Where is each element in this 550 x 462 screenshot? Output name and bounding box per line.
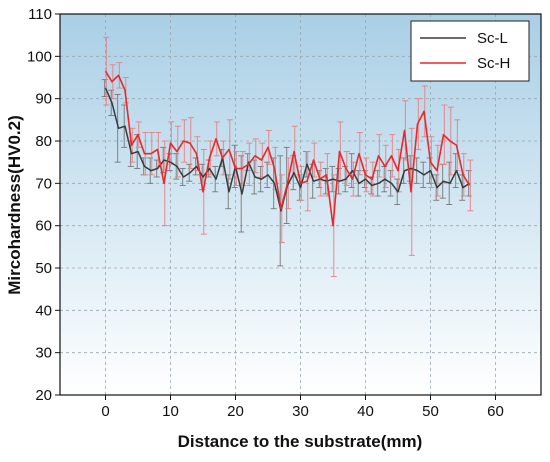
- ticks: [55, 13, 496, 400]
- legend-label-sc-h: Sc-H: [477, 55, 510, 72]
- y-tick-label: 40: [35, 302, 52, 319]
- tick-labels: 0 10 20 30 40 50 60 20 30 40 50 60 70 80 90 100 110: [27, 6, 504, 420]
- y-tick-label: 110: [28, 6, 52, 23]
- y-tick-label: 50: [35, 260, 52, 277]
- x-tick-label: 0: [101, 403, 109, 420]
- y-tick-label: 70: [35, 175, 52, 192]
- x-tick-label: 40: [357, 403, 374, 420]
- series-lines: [104, 70, 471, 227]
- legend: Sc-L Sc-H: [410, 20, 530, 82]
- x-axis-title: Distance to the substrate(mm): [178, 432, 423, 451]
- y-tick-label: 80: [35, 133, 52, 150]
- y-tick-label: 60: [35, 218, 52, 235]
- y-tick-label: 30: [35, 345, 52, 362]
- y-tick-label: 20: [35, 387, 52, 404]
- y-axis-title: Mircohardness(HV0.2): [5, 115, 24, 295]
- x-tick-label: 10: [162, 403, 179, 420]
- series-line-sc-h: [104, 70, 471, 227]
- x-tick-label: 30: [292, 403, 309, 420]
- legend-box: [410, 20, 530, 82]
- x-tick-label: 60: [487, 403, 504, 420]
- y-tick-label: 100: [27, 48, 52, 65]
- legend-label-sc-l: Sc-L: [477, 30, 508, 47]
- y-tick-label: 90: [35, 91, 52, 108]
- x-tick-label: 20: [227, 403, 244, 420]
- x-tick-label: 50: [422, 403, 439, 420]
